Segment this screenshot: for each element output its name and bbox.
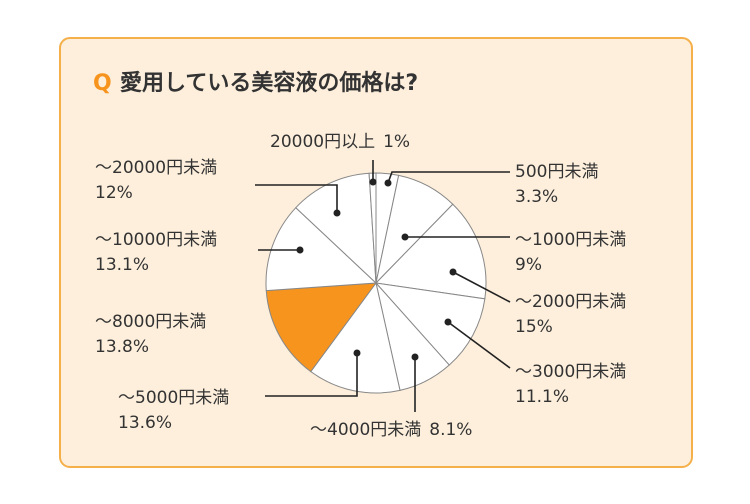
slice-label: ～3000円未満: [515, 362, 626, 382]
category-label: ～8000円未満: [95, 312, 206, 332]
leader-dot: [296, 246, 304, 254]
category-label: ～3000円未満: [515, 362, 626, 382]
leader-dot: [411, 353, 419, 361]
pie-slice: [310, 281, 401, 394]
value-label: 15%: [515, 317, 553, 337]
title-prefix: Q: [93, 71, 112, 96]
value-label: 9%: [515, 255, 542, 275]
value-label: 12%: [95, 183, 133, 203]
value-label: 3.3%: [515, 187, 558, 207]
leader-dot: [353, 349, 361, 357]
leader-dot: [401, 233, 409, 241]
pie-slice: [265, 206, 378, 292]
category-label: ～20000円未満: [95, 158, 217, 178]
pie-slice: [265, 282, 378, 373]
category-label: ～5000円未満: [118, 388, 229, 408]
pie-slice: [374, 282, 486, 366]
chart-title: 愛用している美容液の価格は?: [120, 70, 418, 96]
leader-line: [255, 184, 338, 213]
leader-dot: [333, 209, 341, 217]
category-label: ～2000円未満: [515, 292, 626, 312]
category-label: ～1000円未満: [515, 230, 626, 250]
pie-slice: [295, 172, 377, 285]
value-label: 13.8%: [95, 337, 149, 357]
slice-label: ～4000円未満 8.1%: [310, 420, 472, 440]
leader-dot: [444, 318, 452, 326]
value-label: 13.6%: [118, 413, 172, 433]
leader-dot: [449, 268, 457, 276]
value-label: 13.1%: [95, 255, 149, 275]
category-label: 500円未満: [515, 162, 598, 182]
value-label: 1%: [383, 132, 410, 152]
leader-line: [265, 353, 358, 397]
category-label: ～4000円未満: [310, 420, 421, 440]
value-label: 11.1%: [515, 387, 569, 407]
leader-line: [452, 271, 511, 303]
slice-label: ～5000円未満: [118, 388, 229, 408]
leader-dot: [369, 178, 377, 186]
category-label: ～10000円未満: [95, 230, 217, 250]
slice-label: ～2000円未満: [515, 292, 626, 312]
category-label: 20000円以上: [270, 132, 375, 152]
leader-line: [387, 171, 510, 184]
leader-line: [447, 321, 511, 369]
leader-dot: [384, 179, 392, 187]
slice-label: 20000円以上 1%: [270, 132, 410, 152]
slice-label: ～10000円未満: [95, 230, 217, 250]
slice-label: ～1000円未満: [515, 230, 626, 250]
slice-label: ～8000円未満: [95, 312, 206, 332]
slice-label: 500円未満: [515, 162, 598, 182]
slice-label: ～20000円未満: [95, 158, 217, 178]
value-label: 8.1%: [429, 420, 472, 440]
